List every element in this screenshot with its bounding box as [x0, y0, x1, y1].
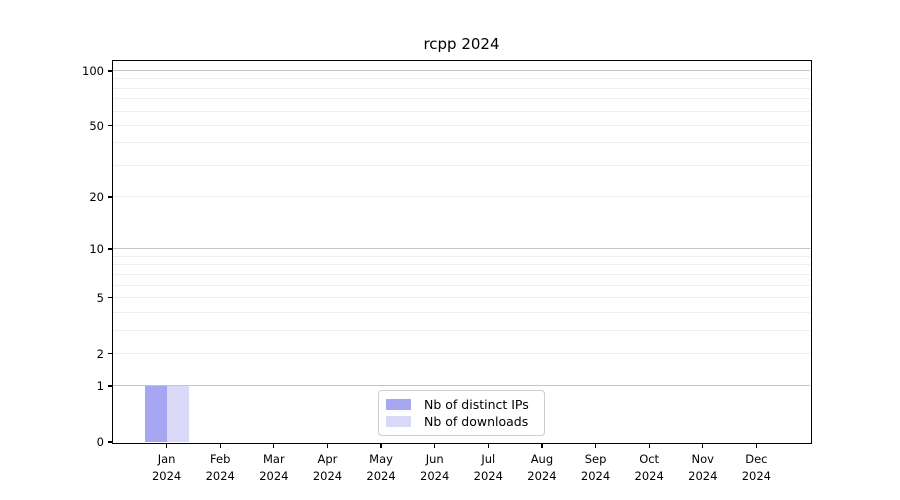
y-tick-50 — [108, 125, 113, 127]
gridline-minor-60 — [113, 110, 810, 112]
y-tick-100 — [108, 70, 113, 72]
x-tick-label-sep: Sep 2024 — [580, 452, 611, 483]
chart-title: rcpp 2024 — [423, 35, 500, 53]
y-tick-label-20: 20 — [89, 190, 104, 205]
legend-label-distinct-ips: Nb of distinct IPs — [424, 397, 529, 412]
x-tick-jun — [434, 443, 436, 448]
legend-swatch-distinct-ips — [386, 399, 411, 410]
legend-item-distinct-ips: Nb of distinct IPs — [386, 397, 536, 412]
x-tick-aug — [541, 443, 543, 448]
y-tick-20 — [108, 196, 113, 198]
gridline-minor-70 — [113, 98, 810, 100]
gridline-minor-2 — [113, 352, 810, 354]
x-tick-label-nov: Nov 2024 — [688, 452, 718, 483]
gridline-minor-7 — [113, 273, 810, 275]
y-tick-label-5: 5 — [96, 290, 104, 305]
y-tick-label-2: 2 — [96, 346, 104, 361]
gridline-minor-50 — [113, 124, 810, 126]
bar-downloads-jan — [166, 386, 189, 442]
x-tick-jan — [165, 443, 168, 448]
x-tick-label-apr: Apr 2024 — [312, 452, 343, 483]
y-tick-label-50: 50 — [89, 118, 104, 133]
gridline-major-100 — [113, 70, 810, 71]
gridline-minor-3 — [113, 329, 810, 331]
x-tick-label-may: May 2024 — [366, 452, 396, 483]
y-tick-label-1: 1 — [96, 379, 104, 394]
y-tick-5 — [108, 297, 113, 299]
x-tick-label-jul: Jul 2024 — [473, 452, 503, 483]
x-tick-label-feb: Feb 2024 — [205, 452, 235, 483]
y-tick-2 — [108, 352, 113, 355]
gridline-minor-40 — [113, 142, 810, 144]
y-tick-1 — [108, 385, 113, 387]
y-axis-labels: 0 1 2 5 10 20 50 100 — [0, 61, 104, 449]
gridline-minor-20 — [113, 196, 810, 198]
x-tick-apr — [326, 443, 329, 448]
x-tick-label-mar: Mar 2024 — [259, 452, 289, 483]
gridline-minor-80 — [113, 87, 810, 89]
legend: Nb of distinct IPs Nb of downloads — [378, 390, 545, 436]
x-tick-jul — [487, 443, 489, 448]
x-tick-mar — [273, 443, 275, 448]
x-tick-label-aug: Aug 2024 — [527, 452, 557, 483]
plot-area — [111, 59, 812, 444]
x-tick-label-oct: Oct 2024 — [634, 452, 664, 483]
y-tick-label-100: 100 — [82, 64, 104, 78]
x-tick-label-dec: Dec 2024 — [741, 452, 772, 483]
gridline-minor-30 — [113, 164, 810, 166]
gridline-minor-6 — [113, 284, 810, 286]
x-tick-sep — [594, 443, 597, 448]
legend-label-downloads: Nb of downloads — [424, 414, 529, 429]
gridline-minor-90 — [113, 78, 810, 80]
y-tick-label-10: 10 — [89, 242, 104, 257]
x-tick-oct — [648, 443, 650, 448]
x-tick-feb — [219, 443, 221, 448]
gridline-minor-4 — [113, 311, 810, 313]
legend-swatch-downloads — [386, 416, 411, 427]
y-tick-10 — [108, 248, 113, 250]
gridline-minor-5 — [113, 296, 810, 298]
x-tick-label-jan: Jan 2024 — [151, 452, 182, 483]
gridline-minor-8 — [113, 264, 810, 266]
gridline-minor-9 — [113, 255, 810, 257]
gridline-major-10 — [113, 248, 810, 250]
legend-item-downloads: Nb of downloads — [386, 414, 536, 429]
x-tick-may — [380, 443, 382, 448]
gridline-major-1 — [113, 385, 810, 387]
x-tick-nov — [702, 443, 704, 448]
y-tick-0 — [108, 441, 113, 443]
y-tick-label-0: 0 — [96, 435, 104, 449]
y-axis-ticks — [108, 61, 113, 443]
bar-distinct-ips-jan — [144, 386, 167, 442]
x-tick-label-jun: Jun 2024 — [420, 452, 450, 483]
x-tick-dec — [755, 443, 758, 448]
x-axis: Jan 2024 Feb 2024 Mar 2024 Apr 2024 May 2024… — [113, 442, 810, 492]
